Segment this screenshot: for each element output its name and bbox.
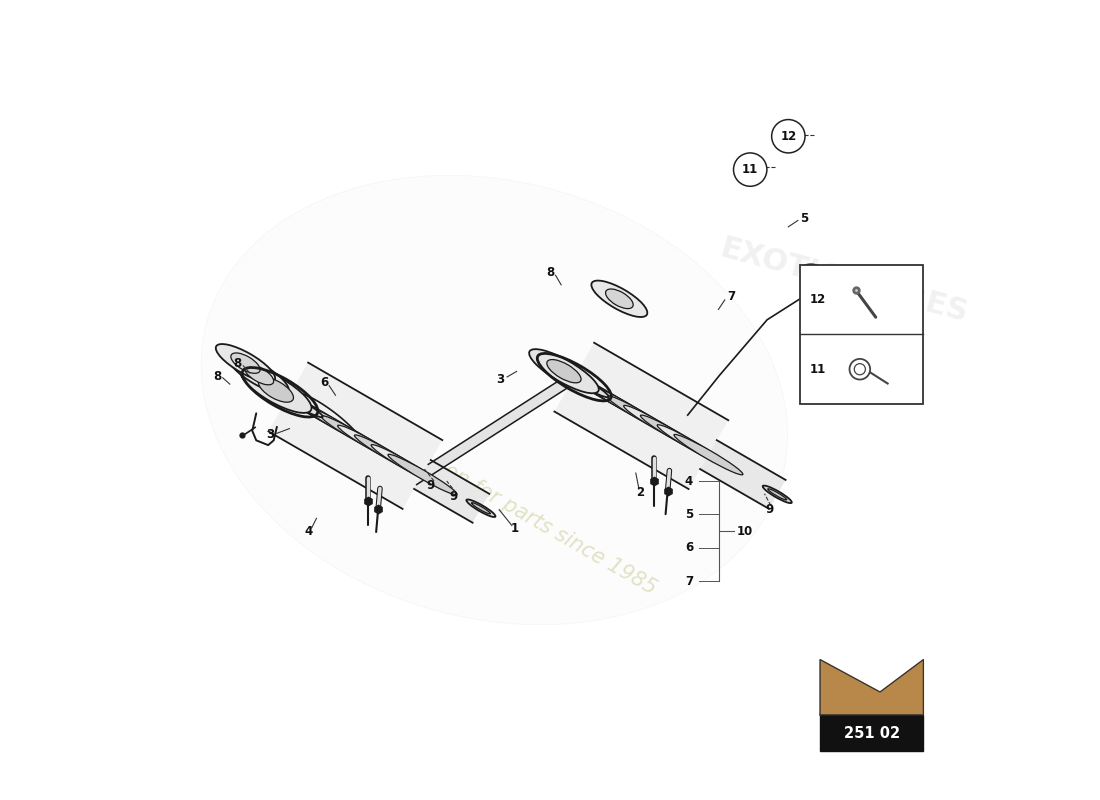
Polygon shape: [414, 460, 490, 522]
Text: 6: 6: [685, 542, 693, 554]
Ellipse shape: [231, 353, 260, 374]
Polygon shape: [821, 660, 923, 715]
Text: 8: 8: [213, 370, 221, 382]
Ellipse shape: [258, 378, 294, 402]
Ellipse shape: [287, 396, 356, 437]
Text: 11: 11: [810, 362, 826, 376]
Ellipse shape: [254, 377, 322, 418]
Ellipse shape: [254, 377, 322, 418]
Ellipse shape: [605, 289, 634, 309]
Text: 7: 7: [685, 574, 693, 588]
Text: 7: 7: [727, 290, 735, 303]
Text: 1: 1: [510, 522, 518, 535]
Polygon shape: [700, 440, 785, 509]
Text: 2: 2: [636, 486, 644, 499]
Ellipse shape: [547, 359, 581, 383]
Ellipse shape: [540, 357, 608, 398]
Text: 12: 12: [810, 294, 826, 306]
Ellipse shape: [607, 396, 675, 436]
Text: 5: 5: [800, 212, 808, 226]
Ellipse shape: [229, 355, 288, 394]
FancyBboxPatch shape: [821, 715, 923, 751]
Polygon shape: [417, 367, 580, 485]
Text: EXOTICSPARES: EXOTICSPARES: [717, 234, 971, 328]
Ellipse shape: [466, 499, 495, 517]
Text: 9: 9: [450, 490, 458, 503]
Ellipse shape: [540, 357, 608, 398]
Ellipse shape: [762, 486, 792, 503]
Text: 3: 3: [266, 429, 274, 442]
Ellipse shape: [573, 376, 642, 417]
Ellipse shape: [592, 281, 648, 317]
Ellipse shape: [304, 406, 373, 446]
Ellipse shape: [371, 445, 440, 485]
Circle shape: [772, 119, 805, 153]
Ellipse shape: [244, 365, 274, 385]
Text: 6: 6: [320, 376, 329, 389]
Ellipse shape: [354, 435, 424, 475]
Text: a passion for parts since 1985: a passion for parts since 1985: [377, 424, 660, 598]
Text: 12: 12: [780, 130, 796, 142]
Text: 9: 9: [766, 503, 773, 516]
Ellipse shape: [657, 425, 726, 465]
Text: 8: 8: [546, 266, 554, 279]
Ellipse shape: [590, 386, 659, 426]
Polygon shape: [268, 362, 442, 509]
Ellipse shape: [271, 386, 340, 427]
Ellipse shape: [201, 175, 788, 625]
Text: 5: 5: [685, 508, 693, 521]
Ellipse shape: [321, 415, 389, 456]
Text: 4: 4: [305, 526, 312, 538]
Text: 4: 4: [685, 474, 693, 487]
Ellipse shape: [338, 426, 407, 466]
Ellipse shape: [768, 489, 786, 500]
Text: 8: 8: [233, 357, 241, 370]
Text: 10: 10: [737, 525, 752, 538]
Text: 251 02: 251 02: [844, 726, 900, 741]
Polygon shape: [554, 342, 728, 489]
Text: 9: 9: [427, 478, 434, 491]
Ellipse shape: [529, 349, 598, 394]
FancyBboxPatch shape: [801, 265, 923, 404]
Ellipse shape: [388, 454, 456, 494]
Ellipse shape: [624, 406, 693, 446]
Ellipse shape: [472, 502, 491, 514]
Ellipse shape: [216, 344, 275, 382]
Circle shape: [734, 153, 767, 186]
Ellipse shape: [674, 434, 742, 475]
Ellipse shape: [557, 366, 626, 407]
Ellipse shape: [240, 367, 311, 413]
Text: 11: 11: [742, 163, 758, 176]
Text: 3: 3: [497, 373, 505, 386]
Ellipse shape: [640, 415, 710, 455]
